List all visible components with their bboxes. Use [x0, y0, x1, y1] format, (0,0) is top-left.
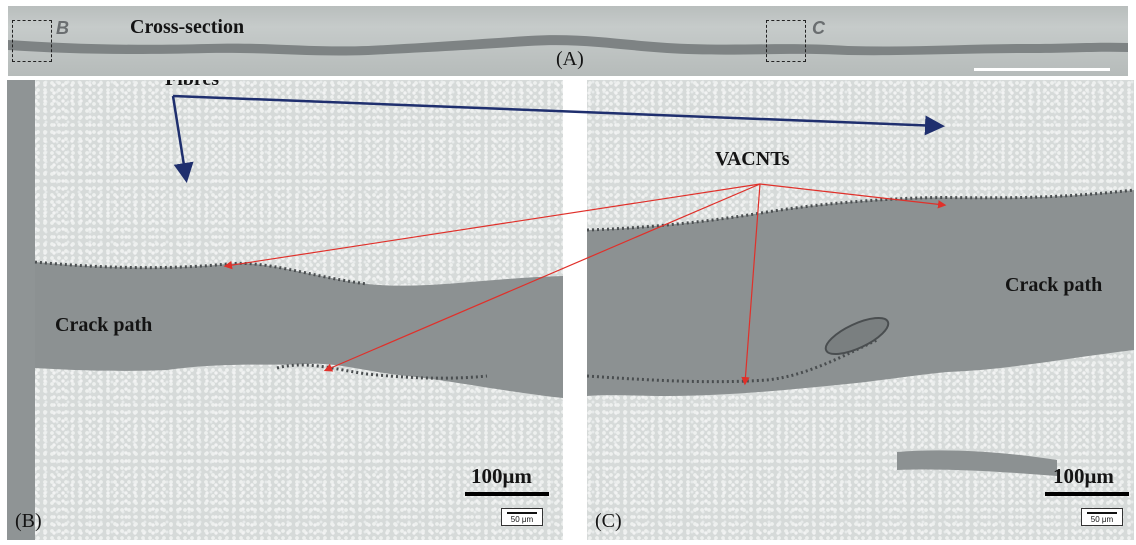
- crack-band: [8, 35, 1128, 56]
- scale-label-b: 100μm: [471, 464, 532, 488]
- region-box-b: [12, 20, 52, 62]
- fibres-arrow-1: [171, 95, 194, 183]
- cross-section-image: Cross-section (A) B C: [8, 6, 1128, 76]
- panel-c-caption: (C): [595, 510, 622, 532]
- vacnts-label: VACNTs: [715, 148, 790, 170]
- small-scale-label-b: 50 μm: [510, 515, 534, 524]
- panel-a-caption: (A): [556, 48, 584, 70]
- scale-bar-b: [465, 492, 549, 496]
- cross-section-title: Cross-section: [130, 16, 245, 38]
- panel-b-caption: (B): [15, 510, 42, 532]
- crack-path-label-c: Crack path: [1005, 274, 1103, 296]
- vacnt-arrow-1: [223, 183, 761, 270]
- scale-label-c: 100μm: [1053, 464, 1114, 488]
- micrograph-c: VACNTs Crack path 100μm 50 μm (C): [587, 80, 1134, 540]
- matrix-region-c: [587, 188, 1134, 476]
- vacnt-arrow-3: [741, 183, 761, 386]
- small-scale-label-c: 50 μm: [1090, 515, 1114, 524]
- matrix-region-b: [7, 80, 563, 540]
- region-letter-b: B: [56, 18, 69, 38]
- region-letter-c: C: [812, 18, 825, 38]
- vacnt-arrow-2: [323, 183, 761, 372]
- region-box-c: [766, 20, 806, 62]
- fibres-arrow-2: [172, 94, 945, 136]
- small-scale-box-c: 50 μm: [1081, 508, 1123, 526]
- scale-bar-c: [1045, 492, 1129, 496]
- vacnt-arrow-4: [759, 183, 947, 209]
- crack-path-label-b: Crack path: [55, 314, 153, 336]
- fibres-label: Fibres: [165, 80, 219, 91]
- panel-a-scale-bar: [974, 68, 1110, 71]
- small-scale-box-b: 50 μm: [501, 508, 543, 526]
- micrograph-b: Fibres Crack path 100μm 50 μm (B): [7, 80, 563, 540]
